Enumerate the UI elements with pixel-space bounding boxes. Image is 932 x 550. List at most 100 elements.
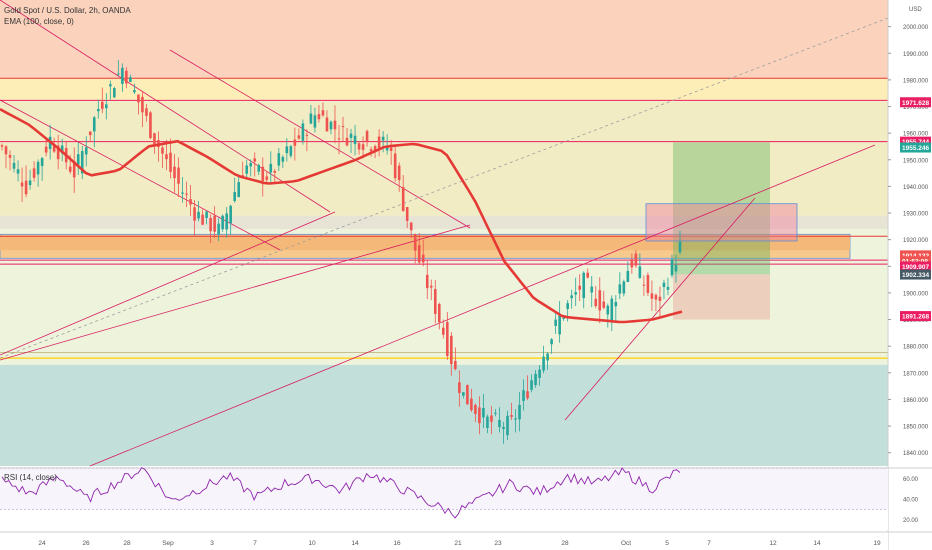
price-tick-label: 1880.000 [903, 345, 929, 351]
price-label-text: 1909.907 [902, 264, 929, 271]
price-tick-label: 2000.000 [903, 25, 929, 31]
candle-body [626, 270, 630, 283]
candle-body [193, 207, 196, 221]
stop-loss-box [673, 274, 770, 320]
candle-body [606, 305, 610, 315]
time-tick-label: 16 [393, 540, 401, 547]
candle-body [658, 296, 662, 301]
price-tick-label: 1930.000 [903, 212, 929, 218]
candle-body [437, 304, 441, 323]
trendline-wedge-top [0, 211, 336, 356]
candle-body [522, 390, 525, 401]
candle-body [329, 121, 333, 130]
candle-body [56, 145, 60, 160]
price-label-text: 1902.334 [902, 272, 929, 279]
candle-body [44, 146, 48, 153]
candle-body [385, 146, 389, 151]
candle-body [12, 162, 16, 169]
candle-body [125, 70, 128, 84]
candle-body [313, 115, 317, 128]
candle-body [534, 373, 537, 386]
candle-body [578, 285, 582, 290]
candle-body [145, 108, 148, 116]
trendline-channel [89, 144, 876, 467]
time-tick-label: 14 [813, 540, 821, 547]
candle-body [333, 120, 337, 130]
candle-body [217, 223, 220, 235]
candle-body [353, 135, 357, 145]
price-tick-label: 1870.000 [903, 371, 929, 377]
candle-body [538, 369, 541, 378]
candle-body [413, 234, 417, 251]
candle-body [590, 286, 594, 293]
candle-body [666, 286, 670, 290]
price-label-box [900, 250, 931, 261]
candle-body [141, 96, 144, 113]
candle-body [121, 67, 124, 84]
rsi-tick-label: 40.00 [903, 498, 919, 504]
candle-body [405, 207, 409, 221]
price-tick-label: 1900.000 [903, 291, 929, 297]
candle-body [181, 192, 184, 194]
candle-body [92, 117, 96, 132]
candle-body [253, 158, 257, 162]
trendline-dashed [0, 17, 889, 359]
candle-body [189, 199, 192, 205]
candle-body [52, 144, 56, 152]
candle-body [4, 146, 8, 155]
candle-body [638, 266, 642, 278]
candle-body [610, 298, 614, 322]
candle-body [281, 157, 285, 162]
time-tick-label: 12 [769, 540, 777, 547]
candles-group [0, 60, 682, 444]
rsi-line [1, 466, 681, 519]
time-tick-label: 26 [82, 540, 90, 547]
candle-body [113, 88, 116, 98]
candle-body [530, 380, 533, 390]
candle-body [161, 147, 164, 154]
candle-body [401, 187, 405, 211]
candle-body [458, 382, 461, 393]
candle-body [574, 292, 577, 295]
candle-body [345, 137, 349, 146]
candle-body [117, 73, 120, 75]
price-label-box [900, 261, 931, 272]
candle-body [365, 130, 369, 141]
price-tick-label: 1950.000 [903, 158, 929, 164]
candle-body [562, 317, 565, 319]
candle-body [474, 404, 477, 415]
price-tick-label: 1850.000 [903, 425, 929, 431]
time-tick-label: Oct [621, 540, 631, 547]
candle-body [341, 126, 345, 128]
price-label-box [900, 136, 931, 147]
time-tick-label: 24 [38, 540, 46, 547]
rsi-tick-label: 60.00 [903, 477, 919, 483]
candle-body [305, 134, 309, 136]
candle-body [558, 315, 561, 335]
candle-body [201, 214, 204, 225]
time-tick-label: 14 [351, 540, 359, 547]
price-label-text: 1891.268 [902, 314, 929, 321]
candle-body [273, 170, 277, 173]
candle-body [100, 101, 104, 109]
candle-body [602, 301, 606, 308]
candle-body [169, 152, 172, 172]
candle-body [213, 215, 216, 232]
candle-body [309, 113, 313, 124]
candle-body [221, 215, 224, 230]
price-label-box [900, 97, 931, 108]
candle-body [498, 419, 501, 428]
candle-body [510, 415, 513, 417]
candle-body [297, 135, 301, 139]
rsi-legend-label: RSI (14, close) [4, 473, 57, 482]
price-label-box [900, 311, 931, 322]
take-profit-box [673, 142, 770, 275]
time-tick-label: 21 [454, 540, 462, 547]
candle-body [490, 415, 493, 422]
candle-body [377, 136, 381, 149]
candle-body [105, 104, 108, 109]
candle-body [550, 339, 553, 345]
time-tick-label: 3 [210, 540, 214, 547]
candle-body [28, 180, 32, 186]
price-tick-label: 1860.000 [903, 398, 929, 404]
